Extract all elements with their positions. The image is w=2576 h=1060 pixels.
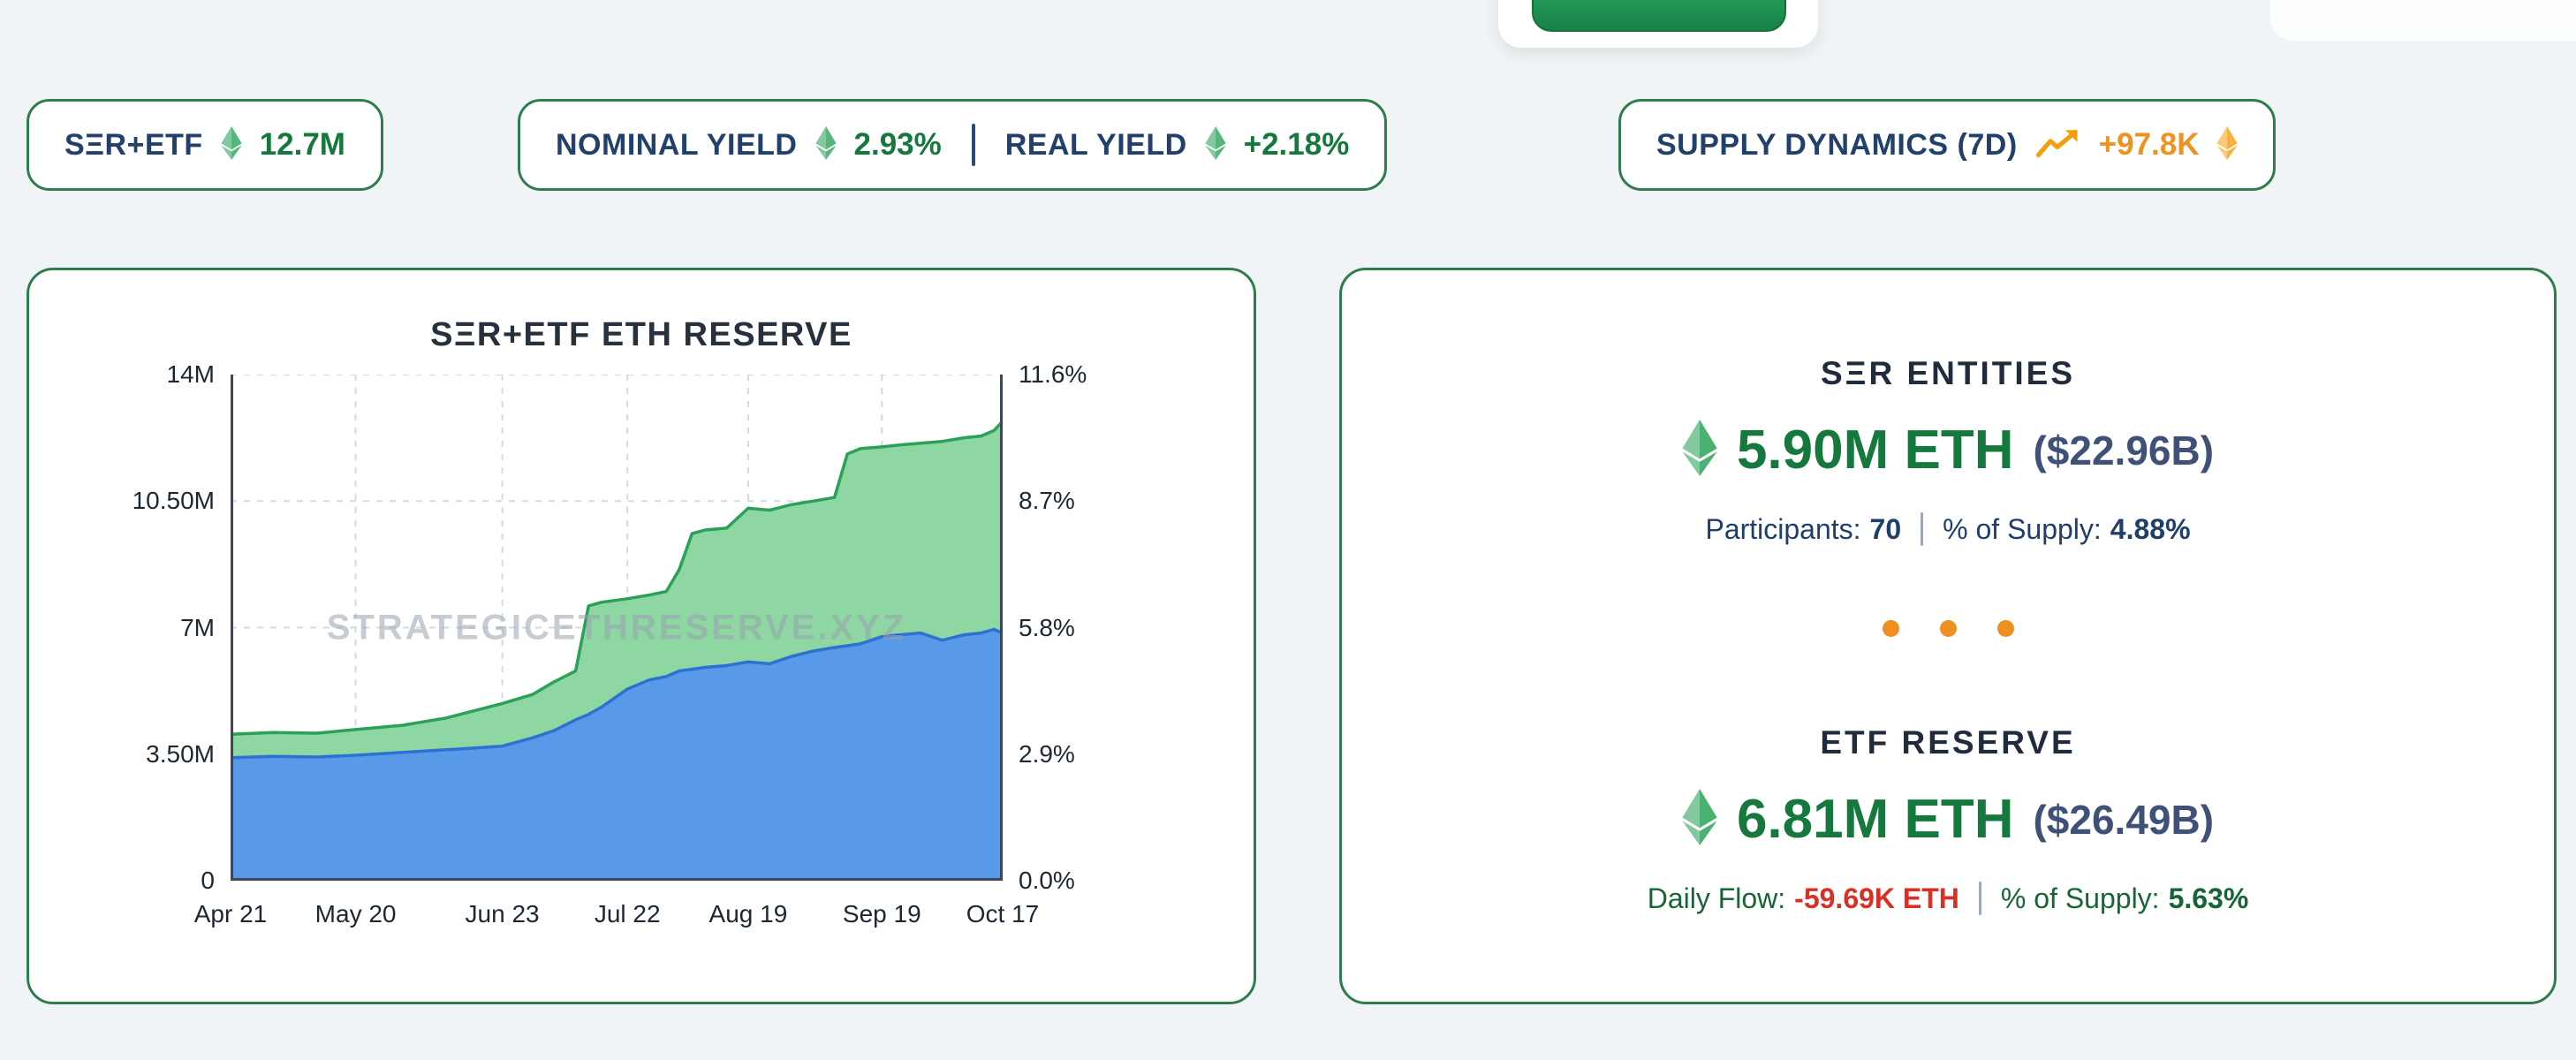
dot-icon	[1882, 620, 1899, 637]
y-axis-right-tick: 11.6%	[1019, 360, 1087, 388]
x-axis-tick: Oct 17	[966, 900, 1040, 928]
etf-reserve-amount: 6.81M ETH	[1736, 789, 2014, 850]
participants-value: 70	[1869, 512, 1902, 545]
entities-stats-card: SΞR ENTITIES 5.90M ETH ($22.96B) Partici…	[1339, 268, 2557, 1004]
etf-reserve-heading: ETF RESERVE	[1820, 724, 2076, 761]
x-axis-tick: Jul 22	[594, 900, 661, 928]
dot-icon	[1939, 620, 1957, 637]
y-axis-left-tick: 3.50M	[146, 739, 215, 768]
yield-pill: NOMINAL YIELD 2.93% REAL YIELD +2.18%	[518, 99, 1388, 191]
eth-icon	[2216, 125, 2239, 164]
eth-icon	[814, 125, 837, 164]
top-right-panel-corner	[2270, 0, 2576, 41]
supply-dynamics-label: SUPPLY DYNAMICS (7D)	[1656, 127, 2018, 162]
eth-icon	[221, 125, 242, 164]
sub-divider	[1921, 512, 1924, 546]
trending-up-icon	[2035, 126, 2081, 164]
y-axis-left-tick: 14M	[166, 360, 215, 388]
section-separator-dots	[1342, 620, 2554, 637]
participants-label: Participants:	[1705, 512, 1861, 545]
ser-etf-pill-value: 12.7M	[259, 127, 345, 162]
reserve-chart-card: SΞR+ETF ETH RESERVE STRATEGICETHRESERVE.…	[27, 268, 1256, 1004]
real-yield-label: REAL YIELD	[1004, 127, 1187, 162]
ser-entities-usd: ($22.96B)	[2033, 427, 2215, 473]
eth-icon	[1682, 420, 1717, 481]
y-axis-left-tick: 7M	[180, 613, 215, 641]
real-yield-value: +2.18%	[1243, 127, 1350, 162]
nominal-yield-label: NOMINAL YIELD	[556, 127, 798, 162]
daily-flow-label: Daily Flow:	[1647, 882, 1786, 914]
daily-flow-value: -59.69K ETH	[1794, 882, 1959, 914]
supply-dynamics-pill: SUPPLY DYNAMICS (7D) +97.8K	[1618, 99, 2277, 191]
sub-divider	[1978, 882, 1981, 915]
ser-supply-value: 4.88%	[2110, 512, 2191, 545]
nominal-yield-value: 2.93%	[853, 127, 942, 162]
y-axis-right-tick: 0.0%	[1019, 867, 1075, 894]
supply-dynamics-value: +97.8K	[2098, 127, 2200, 162]
ser-etf-total-pill: SΞR+ETF 12.7M	[27, 99, 383, 191]
ser-entities-heading: SΞR ENTITIES	[1820, 355, 2075, 391]
y-axis-right-tick: 2.9%	[1019, 739, 1075, 768]
chart-plot-area[interactable]: STRATEGICETHRESERVE.XYZ 0 3.50M 7M 10.50M 14…	[133, 360, 1087, 928]
dot-icon	[1996, 620, 2014, 637]
etf-supply-label: % of Supply:	[2000, 882, 2160, 914]
y-axis-left-tick: 0	[201, 867, 215, 894]
x-axis-tick: Jun 23	[465, 900, 540, 928]
ser-etf-pill-label: SΞR+ETF	[64, 127, 203, 162]
top-header-button[interactable]	[1532, 0, 1786, 32]
ser-entities-amount: 5.90M ETH	[1736, 420, 2014, 481]
x-axis-tick: May 20	[314, 900, 397, 928]
eth-icon	[1204, 125, 1226, 164]
etf-supply-value: 5.63%	[2168, 882, 2249, 914]
chart-title: SΞR+ETF ETH RESERVE	[430, 316, 852, 353]
pill-divider	[971, 124, 975, 166]
eth-icon	[1682, 789, 1717, 850]
y-axis-right-tick: 5.8%	[1019, 613, 1075, 641]
x-axis-tick: Sep 19	[842, 900, 921, 928]
y-axis-left-tick: 10.50M	[132, 487, 215, 515]
x-axis-tick: Apr 21	[193, 900, 268, 928]
etf-reserve-usd: ($26.49B)	[2033, 796, 2215, 843]
y-axis-right-tick: 8.7%	[1019, 487, 1075, 515]
reserve-area-chart[interactable]	[231, 375, 1003, 881]
ser-supply-label: % of Supply:	[1943, 512, 2102, 545]
x-axis-tick: Aug 19	[708, 900, 788, 928]
